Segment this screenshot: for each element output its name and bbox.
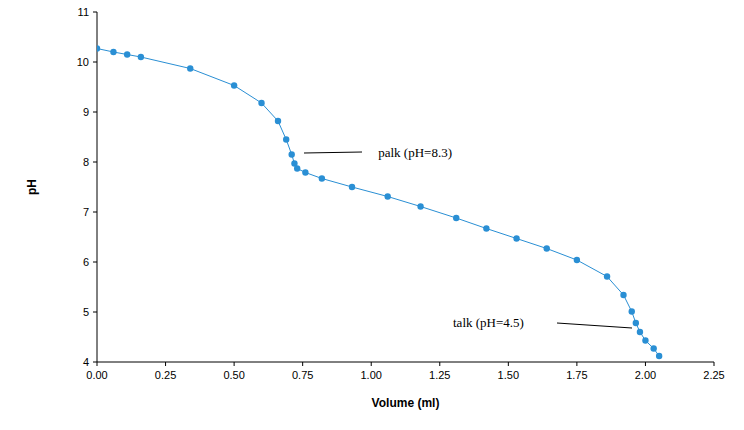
- annotation: talk (pH=4.5): [453, 315, 524, 330]
- data-point: [620, 292, 626, 298]
- y-tick: [93, 362, 97, 363]
- data-point: [656, 353, 662, 359]
- x-tick: [97, 362, 98, 366]
- data-point: [513, 235, 519, 241]
- x-tick-label: 0.25: [155, 369, 176, 381]
- x-tick: [371, 362, 372, 366]
- chart: 0.00 0.25 0.50 0.75 1.00 1.25 1.50 1.75 2.00 2.25…: [0, 0, 744, 430]
- x-tick-label: 2.25: [703, 369, 724, 381]
- y-tick: [93, 62, 97, 63]
- y-tick-label: 4: [83, 356, 89, 368]
- data-point: [483, 225, 489, 231]
- x-tick: [576, 362, 577, 366]
- x-tick-label: 0.50: [223, 369, 244, 381]
- x-tick: [234, 362, 235, 366]
- data-point: [417, 203, 423, 209]
- x-tick-label: 2.00: [635, 369, 656, 381]
- data-point: [633, 320, 639, 326]
- y-tick: [93, 262, 97, 263]
- y-tick-label: 8: [83, 156, 89, 168]
- data-point: [294, 165, 300, 171]
- data-point: [319, 175, 325, 181]
- data-point: [574, 257, 580, 263]
- x-axis-label: Volume (ml): [372, 396, 440, 410]
- x-axis-line: [97, 362, 714, 363]
- data-point: [124, 51, 130, 57]
- data-point: [275, 118, 281, 124]
- x-tick: [645, 362, 646, 366]
- data-point: [231, 82, 237, 88]
- data-point: [629, 308, 635, 314]
- x-tick: [439, 362, 440, 366]
- x-tick-label: 1.75: [566, 369, 587, 381]
- x-tick-label: 1.50: [498, 369, 519, 381]
- annotation: palk (pH=8.3): [378, 145, 452, 160]
- y-tick-label: 9: [83, 106, 89, 118]
- y-tick-label: 7: [83, 206, 89, 218]
- annotation-leader: [557, 323, 632, 328]
- y-tick-label: 10: [77, 56, 89, 68]
- data-point: [642, 337, 648, 343]
- annotation-leader: [304, 152, 362, 153]
- x-tick: [165, 362, 166, 366]
- data-point: [604, 273, 610, 279]
- data-point: [384, 193, 390, 199]
- data-point: [349, 184, 355, 190]
- x-tick-label: 0.00: [86, 369, 107, 381]
- data-point: [544, 245, 550, 251]
- data-point: [258, 100, 264, 106]
- plot-area: [97, 45, 662, 359]
- titration-line: [97, 49, 659, 357]
- data-point: [187, 65, 193, 71]
- data-point: [110, 49, 116, 55]
- x-tick-label: 0.75: [292, 369, 313, 381]
- x-tick-label: 1.25: [429, 369, 450, 381]
- x-tick: [508, 362, 509, 366]
- y-tick: [93, 312, 97, 313]
- y-tick: [93, 112, 97, 113]
- x-tick: [714, 362, 715, 366]
- y-axis-line: [97, 12, 98, 362]
- data-point: [97, 45, 100, 51]
- x-tick-label: 1.00: [361, 369, 382, 381]
- data-point: [453, 215, 459, 221]
- data-point: [288, 151, 294, 157]
- y-tick-label: 11: [78, 6, 89, 18]
- y-tick-label: 5: [83, 306, 89, 318]
- data-point: [283, 136, 289, 142]
- y-tick: [93, 162, 97, 163]
- y-axis-label: pH: [25, 179, 39, 195]
- x-tick: [302, 362, 303, 366]
- data-point: [650, 345, 656, 351]
- y-tick: [93, 12, 97, 13]
- data-point: [637, 329, 643, 335]
- y-tick: [93, 212, 97, 213]
- data-point: [302, 169, 308, 175]
- data-point: [138, 54, 144, 60]
- y-tick-label: 6: [83, 256, 89, 268]
